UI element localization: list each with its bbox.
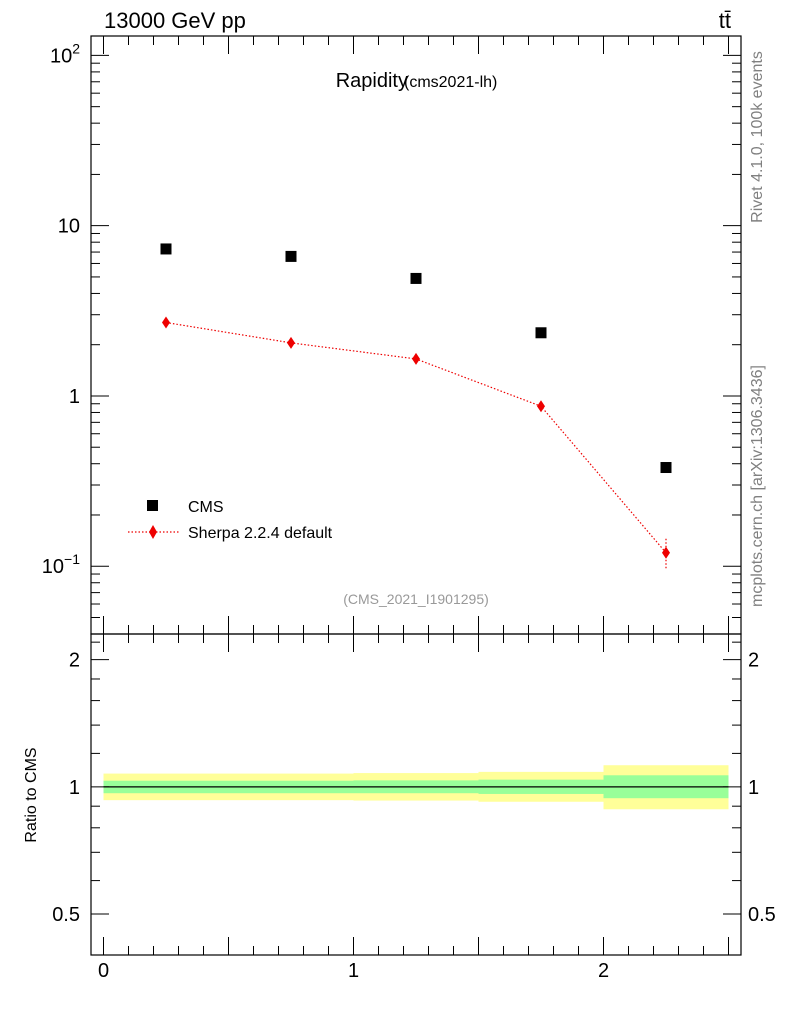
legend-cms-label: CMS: [188, 499, 224, 516]
rivet-version-label: Rivet 4.1.0, 100k events: [749, 51, 766, 223]
ratio-y-tick-label-left: 2: [69, 650, 80, 672]
cms-point: [410, 272, 422, 284]
ratio-axis-ticks: [91, 634, 741, 955]
ratio-y-axis-label: Ratio to CMS: [23, 747, 40, 842]
ratio-y-tick-label-left: 0.5: [52, 904, 80, 926]
main-y-tick-labels: 10−1 1 10 102: [42, 40, 80, 578]
main-y-tick-label: 102: [50, 40, 80, 67]
main-y-tick-label: 1: [69, 386, 80, 408]
sherpa-point: [162, 316, 170, 329]
sherpa-point: [662, 546, 670, 559]
main-y-tick-label: 10−1: [42, 551, 80, 578]
cms-series: [160, 243, 672, 474]
cms-point: [160, 243, 172, 255]
process-label: tt̄: [719, 8, 731, 33]
legend: CMS Sherpa 2.2.4 default: [128, 499, 333, 542]
ratio-y-tick-labels: 0.5 0.5 1 1 2 2: [52, 650, 776, 926]
sherpa-point: [412, 352, 420, 365]
main-frame: [90, 35, 742, 635]
x-tick-label: 1: [348, 960, 359, 982]
chart-subtitle: (cms2021-lh): [404, 74, 497, 91]
sherpa-point: [537, 400, 545, 413]
sherpa-point: [287, 336, 295, 349]
legend-cms-marker: [147, 500, 158, 511]
chart-title: Rapidity: [336, 70, 408, 92]
main-axis-ticks: [91, 36, 741, 635]
x-tick-label: 2: [598, 960, 609, 982]
legend-sherpa-marker: [149, 525, 157, 539]
main-y-tick-label: 10: [58, 216, 80, 238]
legend-sherpa-label: Sherpa 2.2.4 default: [188, 525, 333, 542]
energy-label: 13000 GeV pp: [104, 8, 246, 33]
ratio-panel: 0.5 0.5 1 1 2 2 0 1 2 Ratio to CMS: [23, 633, 776, 982]
ratio-y-tick-label-right: 1: [748, 777, 759, 799]
x-tick-labels: 0 1 2: [98, 960, 609, 982]
ratio-y-tick-label-left: 1: [69, 777, 80, 799]
ratio-y-tick-label-right: 0.5: [748, 904, 776, 926]
ratio-frame: [90, 633, 742, 956]
cms-point: [535, 327, 547, 339]
cms-point: [660, 462, 672, 474]
x-tick-label: 0: [98, 960, 109, 982]
cms-point: [285, 250, 297, 262]
main-panel: 10−1 1 10 102 Rapidity (cms2021-lh) (CMS_20…: [42, 35, 742, 635]
sherpa-series: [162, 316, 670, 571]
analysis-watermark: (CMS_2021_I1901295): [343, 591, 489, 607]
mcplots-label: mcplots.cern.ch [arXiv:1306.3436]: [749, 365, 766, 607]
ratio-y-tick-label-right: 2: [748, 650, 759, 672]
